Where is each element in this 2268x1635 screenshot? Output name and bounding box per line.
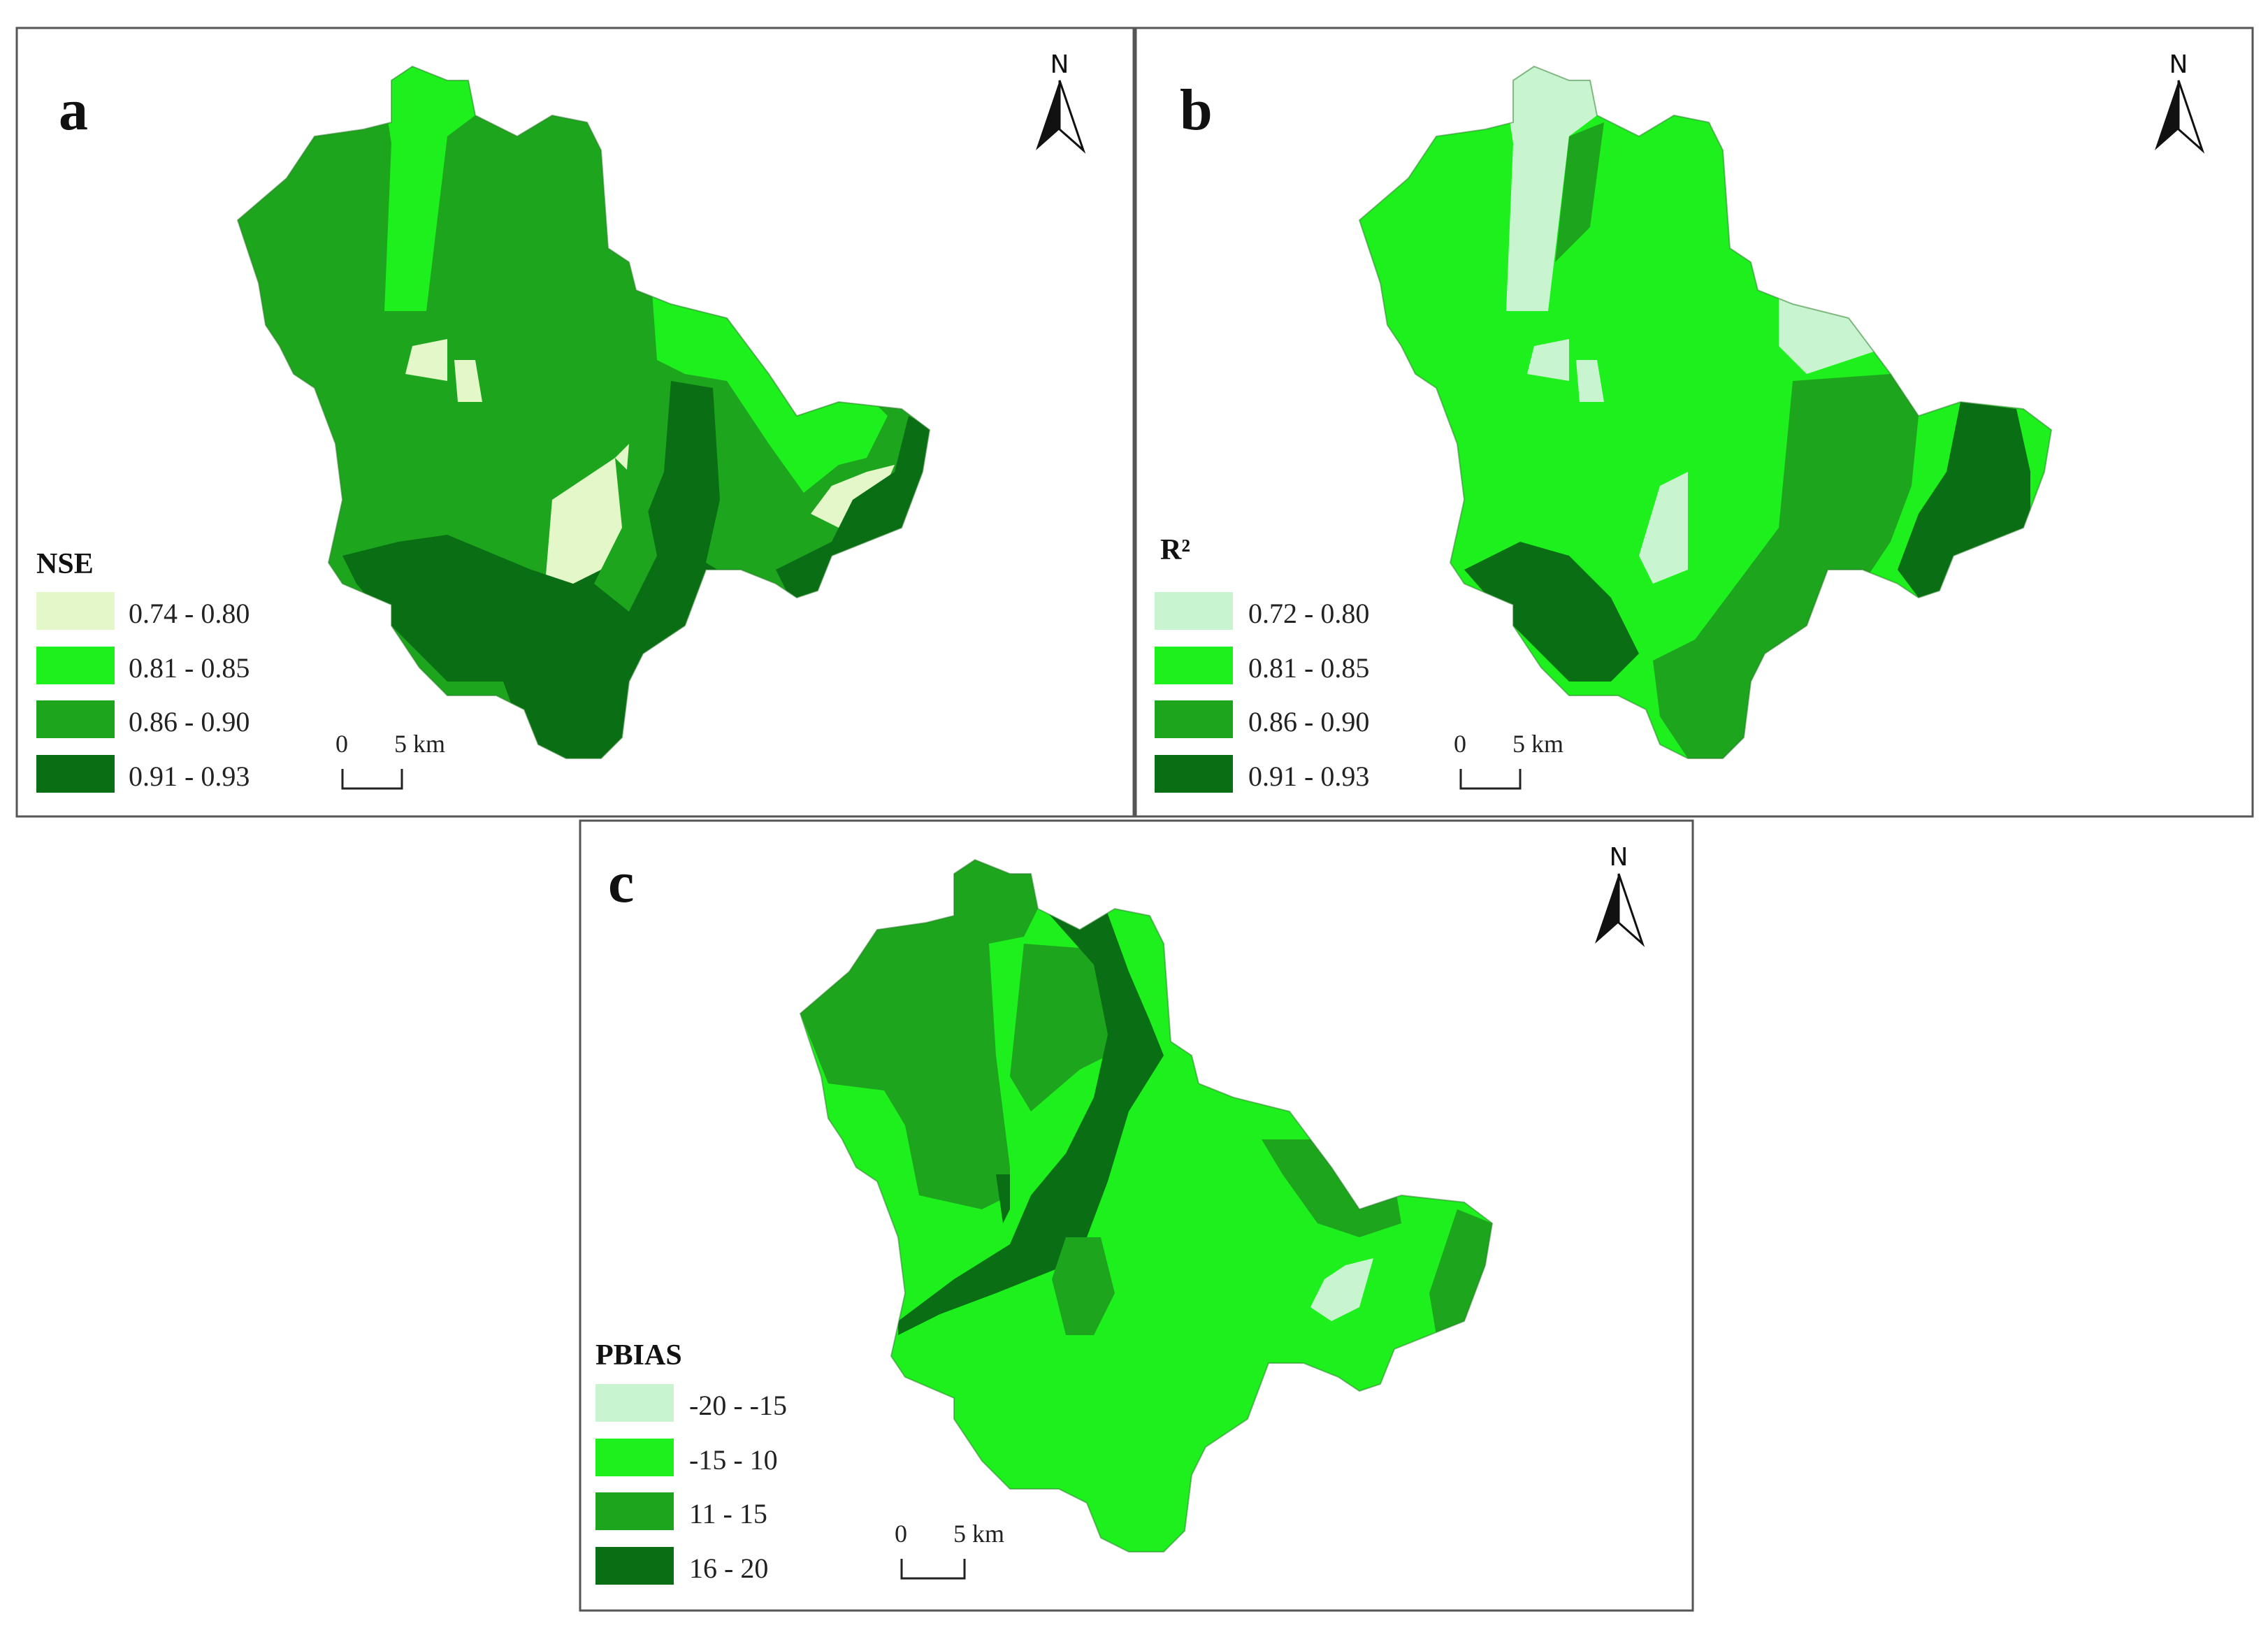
legend-b-swatch-3	[1155, 755, 1233, 793]
legend-a-label-3: 0.91 - 0.93	[129, 761, 250, 792]
panel-a-label: a	[59, 78, 88, 143]
legend-c: PBIAS -20 - -15 -15 - 10 11 - 15 16 - 20	[595, 1339, 787, 1585]
north-arrow-c: N	[1595, 843, 1645, 947]
north-arrow-a-right	[1058, 80, 1086, 154]
legend-c-title: PBIAS	[595, 1339, 682, 1371]
legend-a: NSE 0.74 - 0.80 0.81 - 0.85 0.86 - 0.90 …	[36, 548, 250, 793]
scale-bar-b: 0 5 km	[1454, 730, 1563, 790]
subbasin-c-north-mid	[1010, 944, 1122, 1111]
legend-a-title: NSE	[36, 548, 94, 580]
legend-a-item-0: 0.74 - 0.80	[36, 592, 250, 630]
panel-c: c N PBIA	[579, 819, 1694, 1612]
north-arrow-c-left	[1595, 874, 1619, 944]
subbasin-c-central-mid	[1052, 1237, 1115, 1335]
svg-text:0: 0	[1454, 730, 1466, 758]
subbasin-b-east-dark	[1898, 402, 2030, 598]
legend-a-swatch-1	[36, 647, 115, 684]
legend-c-item-2: 11 - 15	[595, 1492, 767, 1530]
panel-b: b N	[1134, 27, 2254, 818]
legend-a-item-1: 0.81 - 0.85	[36, 647, 250, 684]
legend-c-item-1: -15 - 10	[595, 1439, 778, 1476]
subbasin-b-pale-3	[1639, 472, 1688, 584]
legend-b-label-0: 0.72 - 0.80	[1248, 598, 1369, 629]
subbasin-a-east-dark	[776, 416, 930, 598]
subbasin-c-pale	[1310, 1258, 1373, 1321]
subbasin-a-east-light	[650, 262, 888, 493]
svg-text:5 km: 5 km	[953, 1520, 1004, 1548]
legend-a-swatch-3	[36, 755, 115, 793]
legend-a-swatch-0	[36, 592, 115, 630]
legend-c-swatch-3	[595, 1547, 674, 1585]
panel-c-label: c	[608, 850, 634, 915]
scale-bar-c: 0 5 km	[895, 1520, 1004, 1580]
north-arrow-a-left	[1036, 80, 1060, 150]
legend-c-label-1: -15 - 10	[689, 1444, 778, 1476]
north-arrow-b-right	[2177, 80, 2205, 154]
north-arrow-b-left	[2155, 80, 2179, 150]
legend-b-item-1: 0.81 - 0.85	[1155, 647, 1369, 684]
subbasin-c-channel-dark	[898, 895, 1164, 1335]
legend-c-swatch-1	[595, 1439, 674, 1476]
subbasin-a-pale-2	[454, 360, 482, 402]
legend-b-label-1: 0.81 - 0.85	[1248, 652, 1369, 684]
north-arrow-b: N	[2155, 50, 2205, 154]
legend-b-swatch-0	[1155, 592, 1233, 630]
legend-c-item-0: -20 - -15	[595, 1384, 787, 1422]
svg-text:5 km: 5 km	[394, 730, 445, 758]
subbasin-a-mid	[594, 458, 657, 612]
legend-b-label-2: 0.86 - 0.90	[1248, 706, 1369, 737]
legend-b-item-0: 0.72 - 0.80	[1155, 592, 1369, 630]
legend-c-label-3: 16 - 20	[689, 1553, 768, 1584]
subbasin-b-north-mid	[1555, 122, 1604, 262]
subbasin-b-center-mid	[1653, 374, 1919, 758]
subbasin-b-north-pale	[1499, 66, 1597, 311]
svg-text:N: N	[1610, 843, 1628, 872]
subbasin-b-sw-dark	[1464, 542, 1639, 682]
svg-text:N: N	[1050, 50, 1069, 79]
subbasin-a-north-strip	[377, 66, 475, 311]
svg-text:0: 0	[335, 730, 348, 758]
subbasin-c-nw-mid	[800, 860, 1038, 1209]
subbasin-a-pale-3	[545, 444, 629, 584]
subbasin-a-pale-1	[405, 339, 447, 381]
legend-a-item-3: 0.91 - 0.93	[36, 755, 250, 793]
legend-c-label-0: -20 - -15	[689, 1390, 787, 1421]
legend-b-label-3: 0.91 - 0.93	[1248, 761, 1369, 792]
legend-a-swatch-2	[36, 700, 115, 738]
svg-text:N: N	[2169, 50, 2188, 79]
panel-b-label: b	[1180, 78, 1213, 143]
subbasin-b-pale-1	[1527, 339, 1569, 381]
svg-text:5 km: 5 km	[1512, 730, 1563, 758]
svg-text:0: 0	[895, 1520, 907, 1548]
legend-b-item-2: 0.86 - 0.90	[1155, 700, 1369, 738]
subbasin-c-dark-spot	[996, 1174, 1010, 1223]
legend-a-item-2: 0.86 - 0.90	[36, 700, 250, 738]
legend-b-swatch-2	[1155, 700, 1233, 738]
legend-c-item-3: 16 - 20	[595, 1547, 768, 1585]
legend-c-label-2: 11 - 15	[689, 1498, 767, 1529]
legend-b-swatch-1	[1155, 647, 1233, 684]
subbasin-b-pale-2	[1576, 360, 1604, 402]
panel-a: a N	[15, 27, 1135, 818]
legend-a-label-2: 0.86 - 0.90	[129, 706, 250, 737]
legend-c-swatch-2	[595, 1492, 674, 1530]
legend-a-label-0: 0.74 - 0.80	[129, 598, 250, 629]
north-arrow-c-right	[1617, 873, 1645, 947]
legend-c-swatch-0	[595, 1384, 674, 1422]
north-arrow-a: N	[1036, 50, 1086, 154]
legend-a-label-1: 0.81 - 0.85	[129, 652, 250, 684]
scale-bar-a: 0 5 km	[335, 730, 445, 790]
legend-b: R² 0.72 - 0.80 0.81 - 0.85 0.86 - 0.90 0…	[1155, 534, 1369, 793]
legend-b-title: R²	[1160, 534, 1190, 566]
legend-b-item-3: 0.91 - 0.93	[1155, 755, 1369, 793]
